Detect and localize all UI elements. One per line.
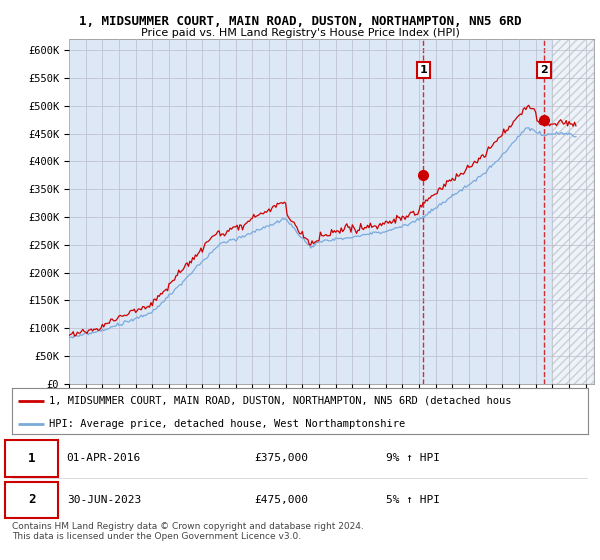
Text: 2: 2 (540, 65, 548, 75)
Text: £375,000: £375,000 (254, 454, 308, 463)
Text: 01-APR-2016: 01-APR-2016 (67, 454, 141, 463)
FancyBboxPatch shape (5, 482, 58, 518)
Bar (553, 39, 594, 384)
Text: 2: 2 (28, 493, 35, 506)
Text: 1: 1 (419, 65, 427, 75)
Text: 1, MIDSUMMER COURT, MAIN ROAD, DUSTON, NORTHAMPTON, NN5 6RD (detached hous: 1, MIDSUMMER COURT, MAIN ROAD, DUSTON, N… (49, 396, 512, 406)
Text: £475,000: £475,000 (254, 495, 308, 505)
Text: 1: 1 (28, 452, 35, 465)
Text: 5% ↑ HPI: 5% ↑ HPI (386, 495, 440, 505)
Text: HPI: Average price, detached house, West Northamptonshire: HPI: Average price, detached house, West… (49, 419, 406, 429)
Text: Price paid vs. HM Land Registry's House Price Index (HPI): Price paid vs. HM Land Registry's House … (140, 28, 460, 38)
FancyBboxPatch shape (5, 440, 58, 477)
Text: 30-JUN-2023: 30-JUN-2023 (67, 495, 141, 505)
Text: Contains HM Land Registry data © Crown copyright and database right 2024.
This d: Contains HM Land Registry data © Crown c… (12, 522, 364, 542)
Text: 1, MIDSUMMER COURT, MAIN ROAD, DUSTON, NORTHAMPTON, NN5 6RD: 1, MIDSUMMER COURT, MAIN ROAD, DUSTON, N… (79, 15, 521, 27)
Text: 9% ↑ HPI: 9% ↑ HPI (386, 454, 440, 463)
Bar (69, 39, 553, 384)
